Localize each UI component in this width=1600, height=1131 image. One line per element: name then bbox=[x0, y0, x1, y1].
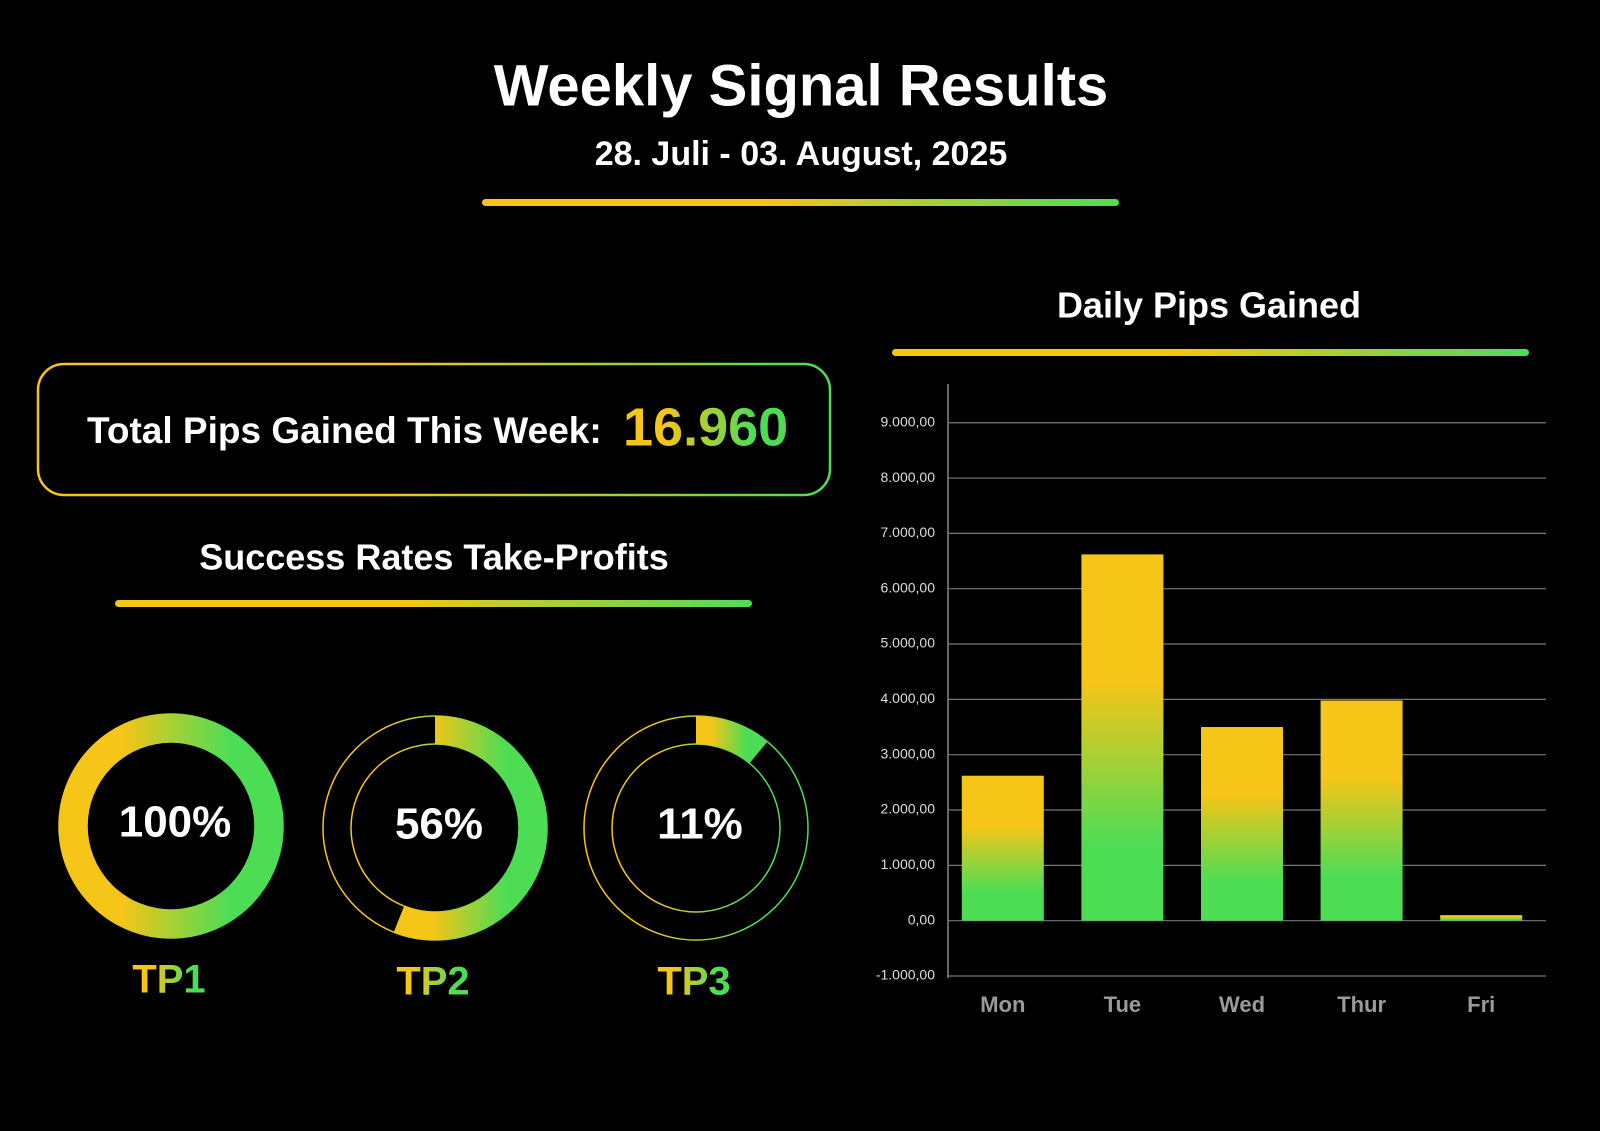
total-box bbox=[36, 362, 832, 497]
donut-arc bbox=[59, 714, 283, 938]
donut-arc bbox=[393, 716, 547, 940]
x-tick-label: Wed bbox=[1219, 992, 1265, 1017]
bar bbox=[1201, 727, 1283, 921]
x-tick-label: Mon bbox=[980, 992, 1025, 1017]
y-tick-label: 2.000,00 bbox=[881, 801, 936, 817]
donut-value-label: 11% bbox=[657, 800, 743, 849]
bar bbox=[1320, 700, 1403, 921]
y-tick-label: 4.000,00 bbox=[881, 690, 936, 706]
bar-title-underline bbox=[892, 349, 1529, 356]
donut-category-label: TP3 bbox=[657, 960, 730, 1004]
y-tick-label: 0,00 bbox=[908, 911, 935, 927]
bar bbox=[1440, 915, 1523, 921]
total-value: 16.960 bbox=[623, 397, 788, 457]
donut-title-underline bbox=[115, 600, 752, 607]
y-tick-label: 5.000,00 bbox=[881, 635, 936, 651]
donut-value-label: 100% bbox=[119, 798, 232, 847]
donut-arc bbox=[695, 716, 768, 764]
y-tick-label: 1.000,00 bbox=[881, 856, 936, 872]
x-tick-label: Tue bbox=[1104, 992, 1141, 1017]
y-tick-label: 6.000,00 bbox=[881, 579, 936, 595]
bar bbox=[1081, 554, 1164, 921]
y-tick-label: 3.000,00 bbox=[881, 745, 936, 761]
y-tick-label: 8.000,00 bbox=[881, 469, 936, 485]
donut-section-title: Success Rates Take-Profits bbox=[199, 537, 669, 578]
y-tick-label: 7.000,00 bbox=[881, 524, 936, 540]
donut-category-label: TP1 bbox=[132, 958, 205, 1002]
y-tick-label: -1.000,00 bbox=[876, 967, 935, 983]
donut-value-label: 56% bbox=[395, 800, 483, 849]
title-underline bbox=[482, 199, 1119, 206]
page-subtitle: 28. Juli - 03. August, 2025 bbox=[595, 135, 1008, 173]
x-tick-label: Thur bbox=[1337, 992, 1386, 1017]
y-tick-label: 9.000,00 bbox=[881, 413, 936, 429]
page-title: Weekly Signal Results bbox=[494, 53, 1109, 118]
total-label: Total Pips Gained This Week: bbox=[87, 410, 602, 451]
x-tick-label: Fri bbox=[1467, 992, 1495, 1017]
donut-category-label: TP2 bbox=[396, 960, 469, 1004]
bar bbox=[961, 775, 1044, 921]
bar-chart-title: Daily Pips Gained bbox=[1057, 285, 1361, 326]
